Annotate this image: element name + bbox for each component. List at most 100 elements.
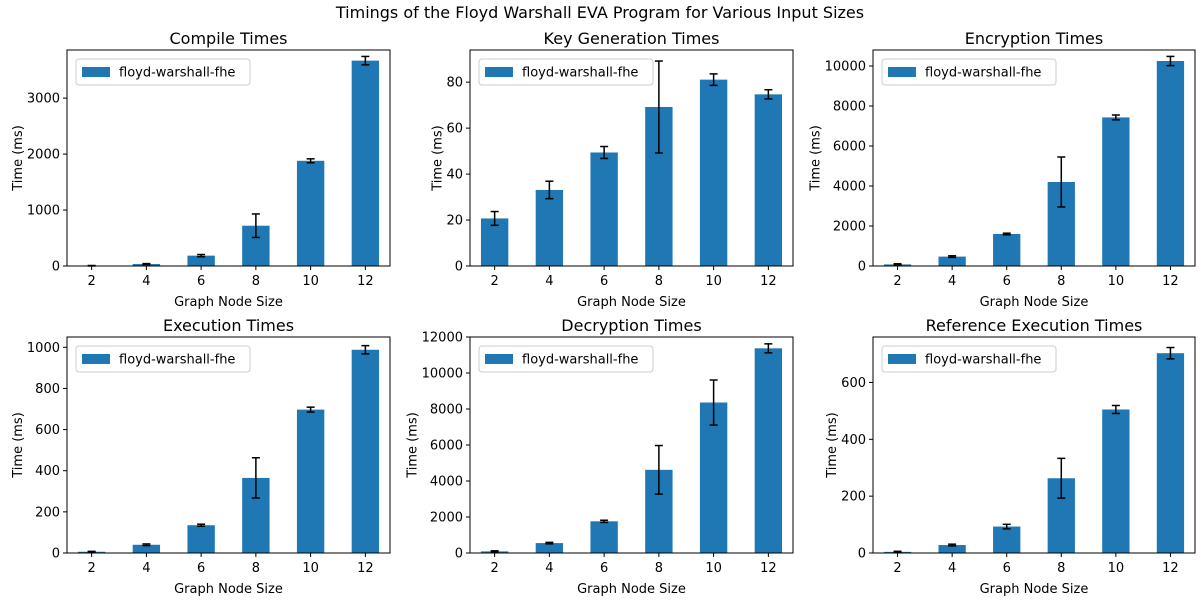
bar-6 <box>590 152 618 266</box>
error-bar-4 <box>142 543 151 547</box>
x-tick-label: 2 <box>87 561 95 576</box>
y-tick-label: 400 <box>35 464 60 479</box>
error-bar-8 <box>251 213 260 239</box>
x-tick-label: 6 <box>197 274 205 289</box>
x-tick-label: 12 <box>1162 274 1179 289</box>
chart-title: Compile Times <box>169 29 287 48</box>
x-tick-label: 12 <box>357 274 374 289</box>
bar-6 <box>187 525 215 553</box>
axes-frame <box>872 49 1196 267</box>
x-tick-label: 2 <box>490 561 498 576</box>
legend: floyd-warshall-fhe <box>881 58 1057 86</box>
y-tick-label: 600 <box>35 423 60 438</box>
y-tick-label: 4000 <box>833 180 866 195</box>
legend-swatch <box>82 67 110 77</box>
legend: floyd-warshall-fhe <box>75 58 251 86</box>
x-tick-label: 4 <box>142 561 150 576</box>
y-tick-label: 200 <box>841 490 866 505</box>
y-tick-label: 1000 <box>27 204 60 219</box>
x-tick-label: 8 <box>655 274 663 289</box>
bar-12 <box>1156 61 1185 266</box>
legend-box <box>478 345 654 373</box>
error-bar-10 <box>709 73 718 87</box>
error-bar-12 <box>361 344 370 355</box>
chart-panel-4: 2 4 6 8 10 12 0 200 400 600 800 1000 Execution Times… <box>11 316 391 597</box>
error-bar-12 <box>1166 55 1175 67</box>
y-tick-label: 800 <box>35 382 60 397</box>
y-tick-label: 12000 <box>422 331 463 346</box>
y-tick-label: 6000 <box>430 439 463 454</box>
x-tick-label: 2 <box>893 274 901 289</box>
y-tick-label: 0 <box>455 547 463 562</box>
chart-panel-2: 2 4 6 8 10 12 0 20 40 60 80 Key Generation Times Gra… <box>430 29 794 310</box>
x-tick-label: 8 <box>252 274 260 289</box>
x-tick-label: 4 <box>142 274 150 289</box>
error-bar-2 <box>490 210 499 227</box>
error-bar-8 <box>251 457 260 499</box>
bar-6 <box>993 234 1021 266</box>
bar-2 <box>480 218 509 266</box>
chart-title: Key Generation Times <box>544 29 720 48</box>
chart-title: Encryption Times <box>965 29 1103 48</box>
legend-label: floyd-warshall-fhe <box>925 66 1041 81</box>
legend-swatch <box>888 67 916 77</box>
x-tick-label: 12 <box>760 274 777 289</box>
y-tick-label: 10000 <box>825 60 866 75</box>
error-bar-2 <box>87 550 96 553</box>
error-bar-2 <box>893 550 902 554</box>
legend: floyd-warshall-fhe <box>75 345 251 373</box>
error-bar-8 <box>1057 457 1066 499</box>
error-bar-2 <box>893 263 902 266</box>
x-tick-label: 2 <box>87 274 95 289</box>
x-tick-label: 6 <box>197 561 205 576</box>
x-axis-label: Graph Node Size <box>174 295 283 310</box>
x-axis-label: Graph Node Size <box>174 582 283 597</box>
chart-panel-6: 2 4 6 8 10 12 0 200 400 600 Reference Execution Ti… <box>825 316 1196 597</box>
figure-suptitle: Timings of the Floyd Warshall EVA Progra… <box>335 3 864 22</box>
legend-swatch <box>485 67 513 77</box>
error-bar-4 <box>545 180 554 200</box>
error-bar-10 <box>1111 114 1120 121</box>
axes-frame <box>66 49 391 267</box>
y-tick-label: 20 <box>446 214 463 229</box>
x-tick-label: 8 <box>1057 561 1065 576</box>
x-tick-label: 2 <box>490 274 498 289</box>
error-bar-10 <box>306 406 315 413</box>
y-tick-label: 4000 <box>430 475 463 490</box>
x-tick-label: 4 <box>948 274 956 289</box>
x-tick-label: 10 <box>302 274 319 289</box>
bar-6 <box>993 526 1021 553</box>
x-axis-label: Graph Node Size <box>577 295 686 310</box>
error-bar-6 <box>1002 523 1011 530</box>
bar-4 <box>938 545 966 553</box>
y-tick-label: 0 <box>52 260 60 275</box>
y-tick-label: 80 <box>446 76 463 91</box>
x-tick-label: 10 <box>705 274 722 289</box>
legend-box <box>75 58 251 86</box>
y-tick-label: 1000 <box>27 341 60 356</box>
legend-box <box>881 345 1057 373</box>
error-bar-4 <box>142 262 151 266</box>
legend-box <box>881 58 1057 86</box>
x-tick-label: 10 <box>1108 274 1125 289</box>
x-axis-label: Graph Node Size <box>577 582 686 597</box>
y-axis-label: Time (ms) <box>430 125 445 192</box>
y-tick-label: 400 <box>841 433 866 448</box>
bar-12 <box>754 94 783 266</box>
chart-title: Reference Execution Times <box>926 316 1143 335</box>
bar-4 <box>535 189 564 266</box>
y-tick-label: 2000 <box>27 148 60 163</box>
error-bar-4 <box>948 255 957 259</box>
error-bar-8 <box>654 60 663 154</box>
x-tick-label: 6 <box>1003 274 1011 289</box>
x-axis-label: Graph Node Size <box>980 295 1089 310</box>
legend-swatch <box>82 354 110 364</box>
error-bar-12 <box>1166 346 1175 360</box>
y-tick-label: 0 <box>455 260 463 275</box>
x-tick-label: 6 <box>600 274 608 289</box>
error-bar-4 <box>948 543 957 547</box>
bar-12 <box>351 60 380 266</box>
error-bar-4 <box>545 541 554 545</box>
legend-label: floyd-warshall-fhe <box>522 66 638 81</box>
error-bar-6 <box>197 253 206 258</box>
